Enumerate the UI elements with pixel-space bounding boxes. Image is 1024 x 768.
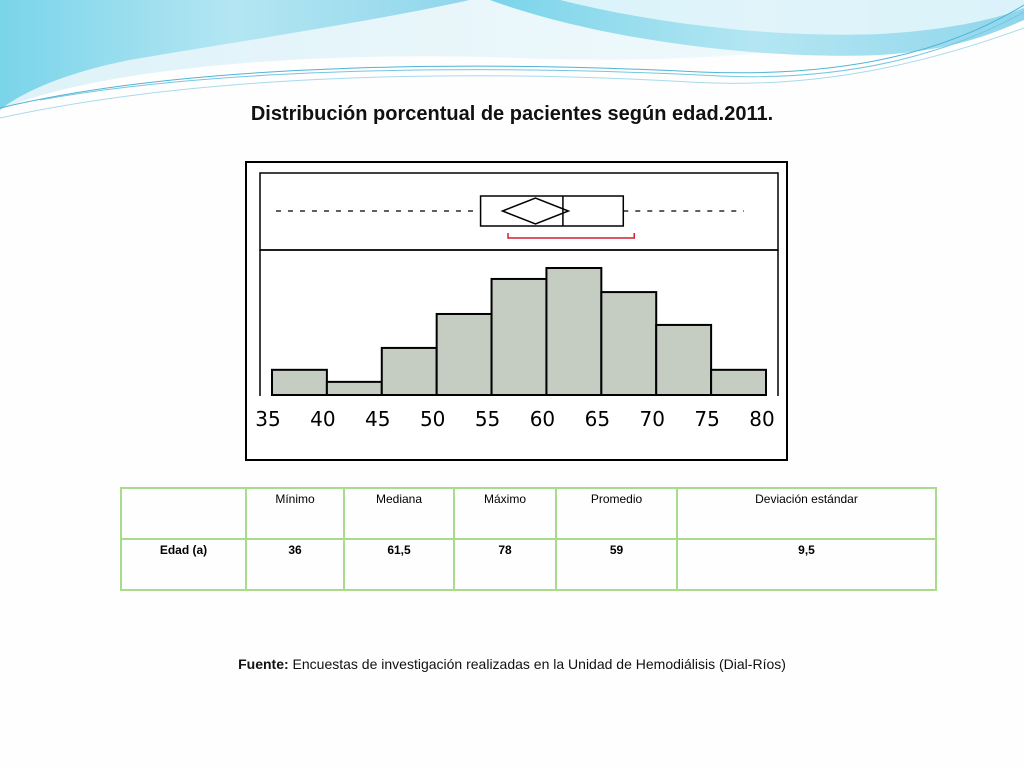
histogram-bar (545, 267, 603, 396)
source-note: Fuente: Encuestas de investigación reali… (0, 656, 1024, 672)
x-tick-label: 50 (420, 407, 445, 431)
max-value-cell: 78 (453, 538, 557, 591)
x-tick-label: 35 (255, 407, 280, 431)
min-value-cell: 36 (245, 538, 345, 591)
histogram-bar (600, 291, 658, 397)
source-label: Fuente: (238, 656, 289, 672)
header-cell-mean: Promedio (555, 487, 678, 540)
histogram-bar (271, 368, 328, 397)
slide-title: Distribución porcentual de pacientes seg… (250, 103, 774, 125)
x-tick-label: 45 (365, 407, 390, 431)
histogram-bar (325, 380, 383, 396)
x-tick-label: 65 (585, 407, 610, 431)
histogram-bar (710, 368, 767, 397)
histogram-boxplot-chart: 35 40 45 50 55 60 65 70 75 80 (245, 161, 788, 461)
header-cell-max: Máximo (453, 487, 557, 540)
histogram-bar (655, 323, 713, 396)
table-header-row: Mínimo Mediana Máximo Promedio Deviación… (120, 487, 937, 540)
x-tick-label: 80 (749, 407, 774, 431)
header-cell-blank (120, 487, 247, 540)
x-tick-label: 75 (694, 407, 719, 431)
header-cell-median: Mediana (343, 487, 455, 540)
header-wave-decoration (0, 0, 1024, 119)
x-tick-label: 60 (530, 407, 555, 431)
x-tick-label: 70 (639, 407, 664, 431)
median-value-cell: 61,5 (343, 538, 455, 591)
histogram-bar (490, 277, 548, 396)
std-dev-value-cell: 9,5 (676, 538, 937, 591)
source-text: Encuestas de investigación realizadas en… (288, 656, 786, 672)
histogram-bar (380, 346, 438, 397)
header-cell-std-dev: Deviación estándar (676, 487, 937, 540)
stats-table: Mínimo Mediana Máximo Promedio Deviación… (120, 487, 937, 591)
header-cell-min: Mínimo (245, 487, 345, 540)
boxplot-mean-diamond (500, 197, 571, 225)
row-label-cell: Edad (a) (120, 538, 247, 591)
boxplot-shortest-half-bracket (507, 233, 636, 239)
table-row: Edad (a) 36 61,5 78 59 9,5 (120, 538, 937, 591)
x-tick-label: 40 (310, 407, 335, 431)
histogram-bar (435, 312, 493, 396)
x-tick-label: 55 (475, 407, 500, 431)
mean-value-cell: 59 (555, 538, 678, 591)
